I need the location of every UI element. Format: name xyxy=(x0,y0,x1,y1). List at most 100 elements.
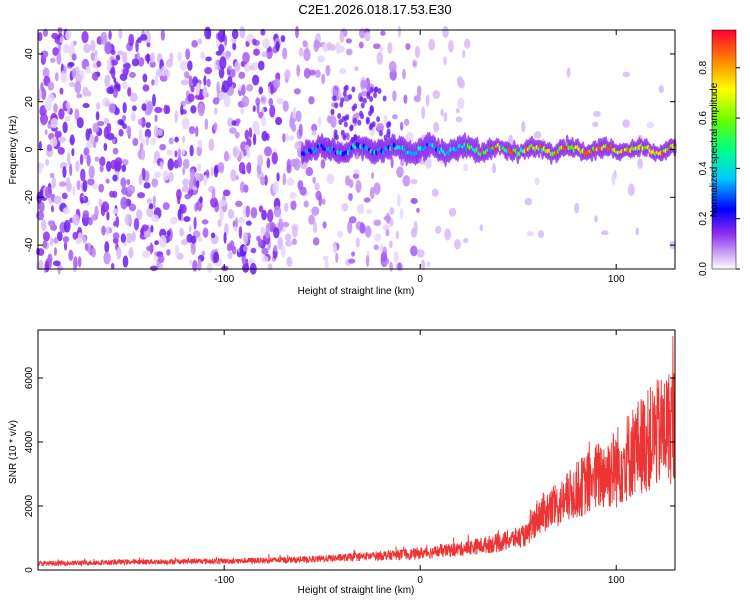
spectrogram-noise-cell xyxy=(197,103,205,117)
spectrogram-wisp-cell xyxy=(352,117,357,124)
spectrogram-noise-cell xyxy=(242,51,250,64)
spectrogram-noise-cell xyxy=(65,30,72,41)
spectrogram-noise-cell xyxy=(321,198,326,205)
spectrogram-noise-cell xyxy=(182,167,186,176)
spectrogram-noise-cell xyxy=(190,168,196,182)
spectrogram-noise-cell xyxy=(390,156,394,169)
snr-x-tick-label: 100 xyxy=(608,575,625,586)
spectrogram-noise-cell xyxy=(162,202,170,211)
spectrogram-noise-cell xyxy=(365,255,370,267)
spectrogram-noise-cell xyxy=(145,135,149,146)
spectrogram-noise-cell xyxy=(291,225,298,238)
spectrogram-noise-cell xyxy=(140,116,146,128)
spectrogram-noise-cell xyxy=(52,260,61,267)
spectrogram-noise-cell xyxy=(315,69,321,78)
spectrogram-wisp-cell xyxy=(362,97,367,104)
spectrogram-noise-cell xyxy=(105,160,112,172)
spectrogram-noise-cell xyxy=(317,55,325,63)
spectrogram-noise-cell xyxy=(66,177,71,190)
spectrogram-noise-cell xyxy=(463,237,469,244)
spectrogram-noise-cell xyxy=(312,237,320,246)
spectrogram-noise-cell xyxy=(112,232,120,240)
spectrogram-noise-cell xyxy=(189,259,193,266)
spectrogram-wisp-cell xyxy=(365,116,370,123)
spectrogram-noise-cell xyxy=(405,131,414,144)
spectrogram-noise-cell xyxy=(345,38,352,44)
spectrogram-noise-cell xyxy=(454,239,461,250)
spectrogram-noise-cell xyxy=(154,114,158,122)
spectrogram-noise-cell xyxy=(188,75,193,88)
spectrogram-y-tick-label: 40 xyxy=(24,48,35,60)
spectrogram-noise-cell xyxy=(303,67,311,79)
spectrogram-noise-cell xyxy=(149,265,158,272)
spectrogram-noise-cell xyxy=(63,241,68,251)
spectrogram-noise-cell xyxy=(414,45,421,58)
spectrogram-noise-cell xyxy=(195,202,199,211)
spectrogram-noise-cell xyxy=(440,108,444,117)
spectrogram-wisp-cell xyxy=(376,116,381,123)
spectrogram-x-tick-label: 0 xyxy=(417,274,423,285)
spectrogram-noise-cell xyxy=(592,121,599,128)
spectrogram-noise-cell xyxy=(137,192,146,199)
spectrogram-noise-cell xyxy=(177,51,183,62)
spectrogram-noise-cell xyxy=(285,132,289,142)
spectrogram-noise-cell xyxy=(248,127,253,139)
spectrogram-noise-cell xyxy=(116,246,122,260)
spectrogram-noise-cell xyxy=(281,221,290,228)
spectrogram-noise-cell xyxy=(190,235,197,244)
spectrogram-noise-cell xyxy=(153,125,159,138)
spectrogram-noise-cell xyxy=(270,84,274,95)
spectrogram-noise-cell xyxy=(313,221,318,234)
spectrogram-noise-cell xyxy=(73,256,78,269)
spectrogram-noise-cell xyxy=(197,162,202,172)
spectrogram-noise-cell xyxy=(79,153,84,166)
spectrogram-noise-cell xyxy=(71,53,77,61)
spectrogram-noise-cell xyxy=(63,219,71,233)
spectrogram-noise-cell xyxy=(49,172,55,179)
spectrogram-noise-cell xyxy=(425,261,432,268)
spectrogram-noise-cell xyxy=(399,207,404,220)
spectrogram-noise-cell xyxy=(96,60,102,68)
spectrogram-noise-cell xyxy=(224,50,231,61)
spectrogram-noise-cell xyxy=(180,79,189,86)
snr-y-tick-label: 6000 xyxy=(24,366,35,389)
spectrogram-noise-cell xyxy=(402,68,406,80)
spectrogram-wisp-cell xyxy=(344,84,349,91)
spectrogram-noise-cell xyxy=(53,237,59,244)
spectrogram-noise-cell xyxy=(366,208,372,214)
spectrogram-noise-cell xyxy=(200,51,206,60)
spectrogram-noise-cell xyxy=(68,81,76,88)
spectrogram-noise-cell xyxy=(257,154,264,168)
spectrogram-noise-cell xyxy=(389,206,395,215)
spectrogram-noise-cell xyxy=(339,68,347,74)
spectrogram-noise-cell xyxy=(151,214,159,223)
colorbar-tick-label: 0.0 xyxy=(698,262,709,276)
spectrogram-noise-cell xyxy=(38,201,45,213)
spectrogram-noise-cell xyxy=(308,96,315,105)
spectrogram-noise-cell xyxy=(115,216,120,228)
spectrogram-noise-cell xyxy=(206,78,211,88)
spectrogram-noise-cell xyxy=(203,75,207,86)
spectrogram-noise-cell xyxy=(208,138,215,152)
spectrogram-noise-cell xyxy=(374,233,382,242)
spectrogram-noise-cell xyxy=(59,87,64,95)
spectrogram-noise-cell xyxy=(260,176,266,186)
spectrogram-noise-cell xyxy=(59,36,64,43)
spectrogram-noise-cell xyxy=(110,49,116,55)
spectrogram-noise-cell xyxy=(242,245,248,252)
spectrogram-noise-cell xyxy=(149,60,156,68)
spectrogram-noise-cell xyxy=(128,33,135,47)
snr-x-tick-label: -100 xyxy=(214,575,234,586)
spectrogram-noise-cell xyxy=(181,116,190,130)
spectrogram-noise-cell xyxy=(383,114,388,126)
spectrogram-noise-cell xyxy=(302,40,308,48)
spectrogram-noise-cell xyxy=(84,242,89,252)
spectrogram-noise-cell xyxy=(372,43,381,50)
spectrogram-noise-cell xyxy=(348,216,357,224)
spectrogram-noise-cell xyxy=(230,169,237,182)
spectrogram-noise-cell xyxy=(122,51,128,65)
spectrogram-noise-cell xyxy=(81,30,89,44)
spectrogram-noise-cell xyxy=(41,87,47,101)
chart-title: C2E1.2026.018.17.53.E30 xyxy=(298,2,452,17)
spectrogram-noise-cell xyxy=(388,61,397,73)
